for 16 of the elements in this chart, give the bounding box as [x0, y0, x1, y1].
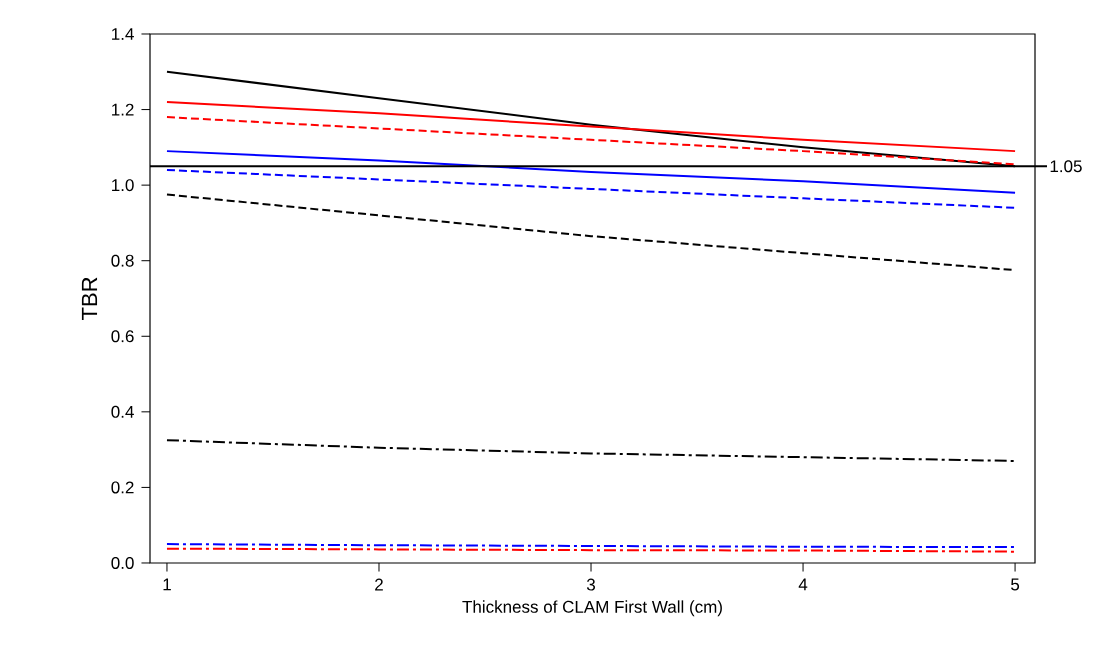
y-tick-label: 0.0 [111, 556, 134, 569]
x-tick-label: 2 [375, 578, 383, 591]
y-tick-label: 1.4 [112, 28, 134, 40]
ref-line-label: 1.05 [1050, 160, 1082, 173]
y-tick-label: 0.8 [111, 254, 134, 267]
y-tick-label: 0.2 [111, 481, 134, 494]
y-tick-label: 0.4 [111, 405, 134, 418]
y-tick-label: 0.6 [111, 330, 134, 343]
y-tick-label: 1.2 [112, 103, 134, 116]
y-tick-label: 1.0 [112, 179, 134, 192]
x-axis-title: Thickness of CLAM First Wall (cm) [462, 600, 722, 617]
x-tick-label: 1 [163, 578, 171, 591]
y-axis-title: TBR [81, 277, 98, 320]
x-tick-label: 4 [798, 578, 808, 591]
x-tick-label: 3 [586, 578, 596, 591]
x-tick-label: 5 [1011, 578, 1020, 591]
